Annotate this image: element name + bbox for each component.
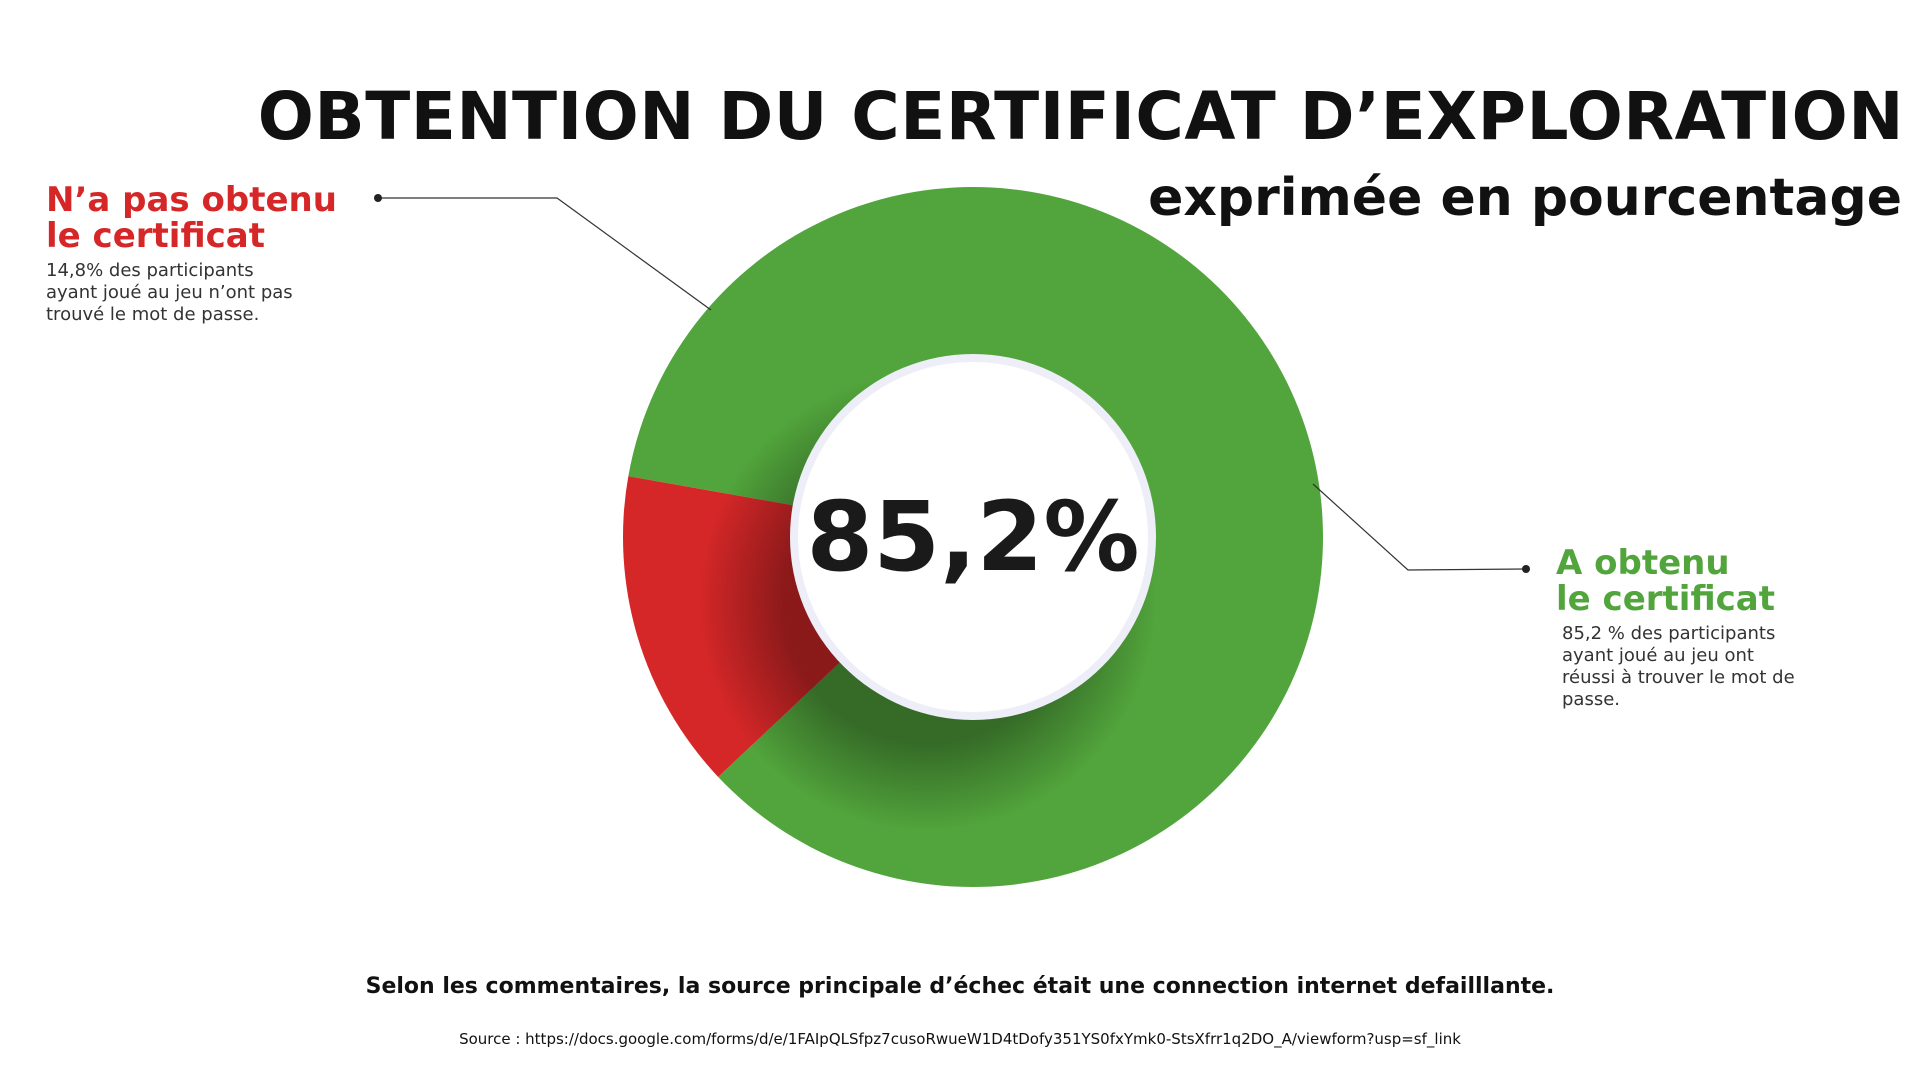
chart-subtitle: exprimée en pourcentage: [1148, 168, 1902, 228]
legend-success-description: 85,2 % des participants ayant joué au je…: [1562, 623, 1795, 710]
hole-center: [798, 362, 1148, 712]
legend-failed: N’a pas obtenu le certificat 14,8% des p…: [46, 182, 346, 326]
leader-dot-success: [1522, 565, 1530, 573]
leader-line-failed: [378, 197, 712, 311]
legend-failed-heading-line2: le certificat: [46, 216, 265, 256]
legend-success-heading: A obtenu le certificat: [1556, 545, 1856, 617]
chart-title: OBTENTION DU CERTIFICAT D’EXPLORATION: [257, 78, 1904, 155]
leader-line-success: [1312, 483, 1527, 571]
footnote: Selon les commentaires, la source princi…: [365, 974, 1555, 999]
leader-dot-failed: [374, 194, 382, 202]
legend-success: A obtenu le certificat 85,2 % des partic…: [1556, 545, 1856, 711]
center-percentage-label: 85,2%: [806, 481, 1139, 593]
legend-failed-description: 14,8% des participants ayant joué au jeu…: [46, 260, 293, 325]
legend-success-heading-line1: A obtenu: [1556, 543, 1730, 583]
source-link[interactable]: Source : https://docs.google.com/forms/d…: [459, 1030, 1461, 1048]
legend-success-heading-line2: le certificat: [1556, 579, 1775, 619]
legend-failed-heading: N’a pas obtenu le certificat: [46, 182, 346, 254]
legend-failed-heading-line1: N’a pas obtenu: [46, 180, 337, 220]
